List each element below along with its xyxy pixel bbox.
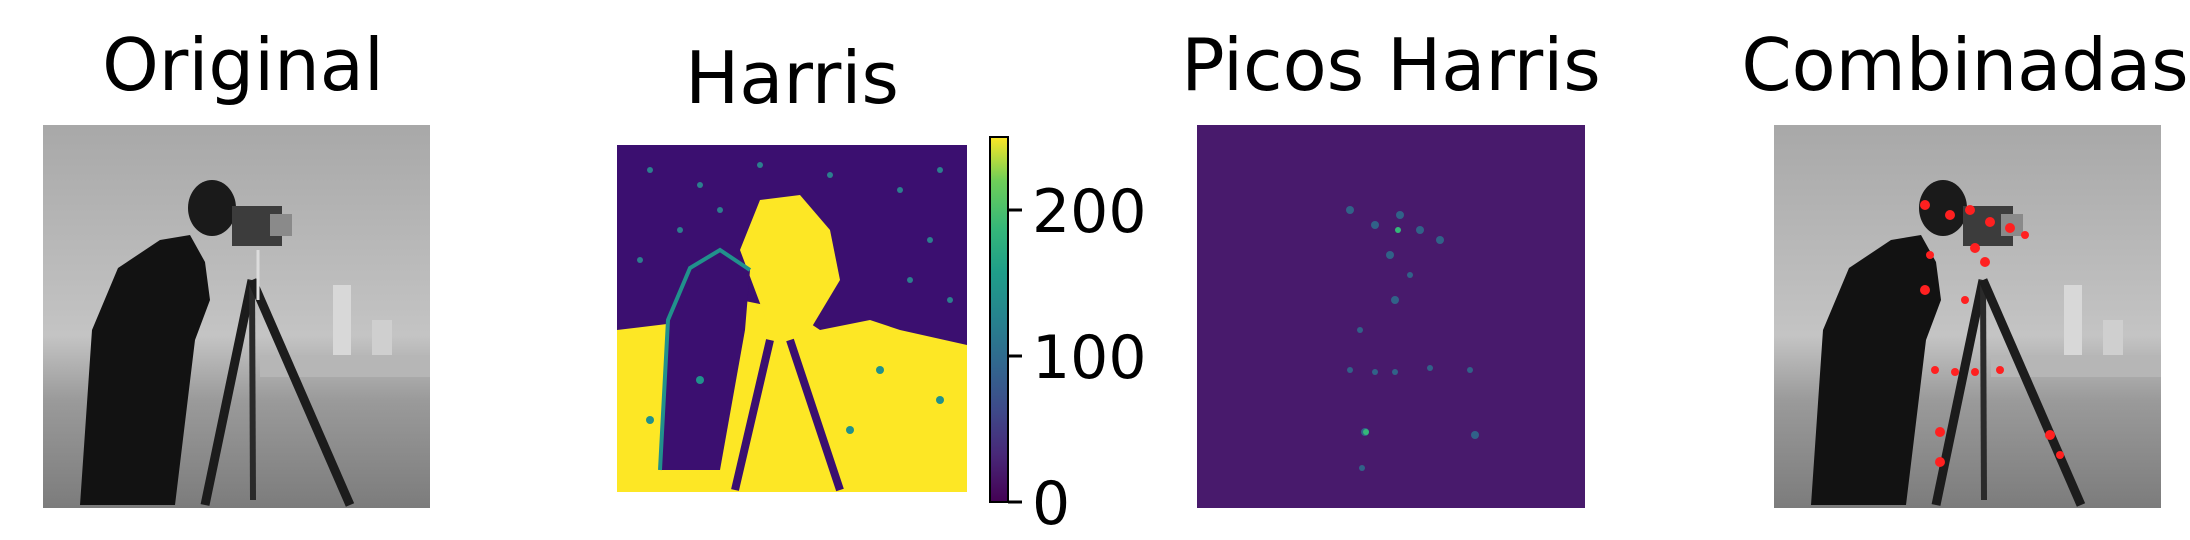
colorbar-tick-200: 200 <box>1032 177 1147 247</box>
harris-peak-markers <box>1920 200 2064 467</box>
panel-original: Original <box>43 23 430 508</box>
panel-combinadas: Combinadas <box>1741 23 2189 508</box>
panel-title-picos-harris: Picos Harris <box>1181 23 1601 107</box>
panel-harris: Harris <box>617 36 1147 539</box>
combinadas-image <box>1774 125 2161 508</box>
panel-title-original: Original <box>102 23 384 107</box>
colorbar-tick-100: 100 <box>1032 323 1147 393</box>
colorbar-tick-0: 0 <box>1032 469 1070 539</box>
panel-picos-harris: Picos Harris <box>1181 23 1601 508</box>
panel-title-harris: Harris <box>685 36 899 120</box>
harris-heatmap <box>617 145 967 492</box>
picos-harris-heatmap <box>1197 125 1585 508</box>
original-image <box>43 125 430 508</box>
panel-title-combinadas: Combinadas <box>1741 23 2188 107</box>
harris-colorbar: 0 100 200 <box>989 136 1147 539</box>
